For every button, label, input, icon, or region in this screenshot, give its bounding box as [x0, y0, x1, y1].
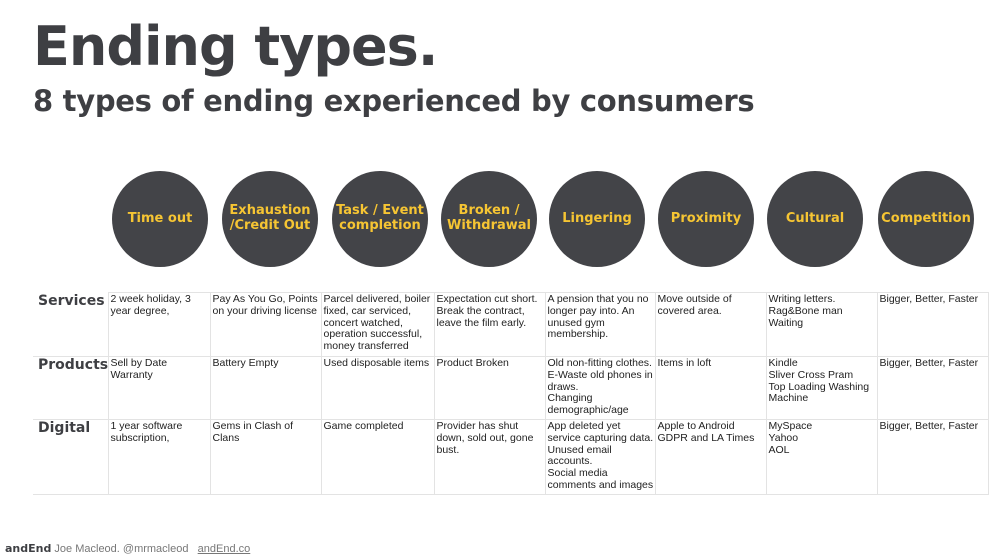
ending-type-circle-proximity: Proximity — [658, 171, 754, 267]
table-cell: Product Broken — [433, 356, 546, 420]
table-cell: Writing letters. Rag&Bone man Waiting — [765, 292, 878, 357]
ending-type-circle-exhaustion: Exhaustion /Credit Out — [222, 171, 318, 267]
table-cell: 2 week holiday, 3 year degree, — [107, 292, 211, 357]
table-cell: Pay As You Go, Points on your driving li… — [209, 292, 322, 357]
table-cell: App deleted yet service capturing data. … — [544, 419, 656, 495]
footer-link[interactable]: andEnd.co — [197, 543, 251, 555]
circle-label: Time out — [127, 210, 193, 226]
table-cell: Used disposable items — [320, 356, 435, 420]
table-cell: Kindle Sliver Cross Pram Top Loading Was… — [765, 356, 878, 420]
circle-label: Proximity — [670, 210, 742, 226]
table-cell: Bigger, Better, Faster — [876, 356, 989, 420]
table-cell: Parcel delivered, boiler fixed, car serv… — [320, 292, 435, 357]
table-cell: Apple to Android GDPR and LA Times — [654, 419, 767, 495]
ending-type-circle-lingering: Lingering — [549, 171, 645, 267]
ending-type-circle-task-event: Task / Event completion — [332, 171, 428, 267]
circle-label: Lingering — [562, 210, 632, 226]
slide-subtitle: 8 types of ending experienced by consume… — [33, 84, 755, 118]
ending-type-circle-cultural: Cultural — [767, 171, 863, 267]
table-row-services: Services 2 week holiday, 3 year degree, … — [33, 292, 989, 357]
ending-types-table: Services 2 week holiday, 3 year degree, … — [33, 292, 989, 495]
ending-types-circles: Time out Exhaustion /Credit Out Task / E… — [0, 171, 1000, 267]
footer-author: Joe Macleod. @mrmacleod — [54, 543, 189, 555]
table-row-digital: Digital 1 year software subscription, Ge… — [33, 419, 989, 495]
table-cell: Sell by Date Warranty — [107, 356, 211, 420]
table-cell: 1 year software subscription, — [107, 419, 211, 495]
slide-title: Ending types. — [33, 15, 438, 78]
table-row-products: Products Sell by Date Warranty Battery E… — [33, 356, 989, 420]
row-header-digital: Digital — [33, 419, 108, 495]
circle-label: Broken / Withdrawal — [447, 203, 531, 233]
ending-type-circle-time-out: Time out — [112, 171, 208, 267]
footer-brand: andEnd — [5, 542, 52, 555]
ending-type-circle-broken: Broken / Withdrawal — [441, 171, 537, 267]
table-cell: Bigger, Better, Faster — [876, 419, 989, 495]
circle-label: Cultural — [785, 210, 845, 226]
table-cell: Old non-fitting clothes. E-Waste old pho… — [544, 356, 656, 420]
row-header-services: Services — [33, 292, 108, 357]
table-cell: MySpace Yahoo AOL — [765, 419, 878, 495]
table-cell: Items in loft — [654, 356, 767, 420]
table-cell: Move outside of covered area. — [654, 292, 767, 357]
table-cell: Battery Empty — [209, 356, 322, 420]
circle-label: Competition — [881, 210, 971, 226]
table-cell: Bigger, Better, Faster — [876, 292, 989, 357]
table-cell: Expectation cut short. Break the contrac… — [433, 292, 546, 357]
ending-type-circle-competition: Competition — [878, 171, 974, 267]
footer: andEnd Joe Macleod. @mrmacleod andEnd.co — [5, 542, 250, 555]
table-cell: Provider has shut down, sold out, gone b… — [433, 419, 546, 495]
table-cell: A pension that you no longer pay into. A… — [544, 292, 656, 357]
circle-label: Exhaustion /Credit Out — [229, 203, 311, 233]
table-cell: Gems in Clash of Clans — [209, 419, 322, 495]
row-header-products: Products — [33, 356, 108, 420]
circle-label: Task / Event completion — [336, 203, 424, 233]
table-cell: Game completed — [320, 419, 435, 495]
